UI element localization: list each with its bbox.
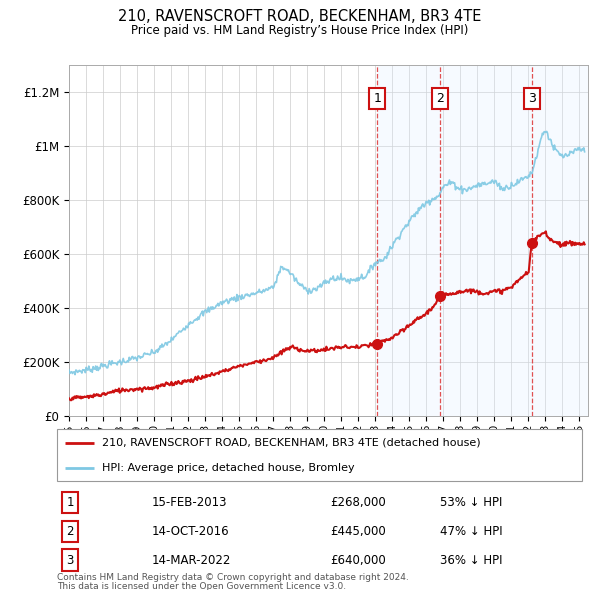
Text: 2: 2 bbox=[436, 92, 444, 105]
Text: £268,000: £268,000 bbox=[330, 496, 386, 509]
Text: 3: 3 bbox=[67, 553, 74, 566]
Text: 53% ↓ HPI: 53% ↓ HPI bbox=[440, 496, 503, 509]
Text: Price paid vs. HM Land Registry’s House Price Index (HPI): Price paid vs. HM Land Registry’s House … bbox=[131, 24, 469, 37]
Text: 210, RAVENSCROFT ROAD, BECKENHAM, BR3 4TE: 210, RAVENSCROFT ROAD, BECKENHAM, BR3 4T… bbox=[118, 9, 482, 24]
Bar bbox=[532, 65, 588, 416]
Text: Contains HM Land Registry data © Crown copyright and database right 2024.: Contains HM Land Registry data © Crown c… bbox=[57, 573, 409, 582]
Text: 14-OCT-2016: 14-OCT-2016 bbox=[151, 525, 229, 537]
Bar bbox=[377, 65, 440, 416]
Text: 2: 2 bbox=[67, 525, 74, 537]
FancyBboxPatch shape bbox=[57, 429, 582, 481]
Text: 3: 3 bbox=[528, 92, 536, 105]
Text: 47% ↓ HPI: 47% ↓ HPI bbox=[440, 525, 503, 537]
Text: 15-FEB-2013: 15-FEB-2013 bbox=[151, 496, 227, 509]
Text: 210, RAVENSCROFT ROAD, BECKENHAM, BR3 4TE (detached house): 210, RAVENSCROFT ROAD, BECKENHAM, BR3 4T… bbox=[101, 438, 480, 448]
Text: 1: 1 bbox=[67, 496, 74, 509]
Text: £640,000: £640,000 bbox=[330, 553, 386, 566]
Text: This data is licensed under the Open Government Licence v3.0.: This data is licensed under the Open Gov… bbox=[57, 582, 346, 590]
Text: £445,000: £445,000 bbox=[330, 525, 386, 537]
Text: 36% ↓ HPI: 36% ↓ HPI bbox=[440, 553, 503, 566]
Text: 14-MAR-2022: 14-MAR-2022 bbox=[151, 553, 231, 566]
Bar bbox=[440, 65, 532, 416]
Text: 1: 1 bbox=[373, 92, 381, 105]
Text: HPI: Average price, detached house, Bromley: HPI: Average price, detached house, Brom… bbox=[101, 463, 354, 473]
